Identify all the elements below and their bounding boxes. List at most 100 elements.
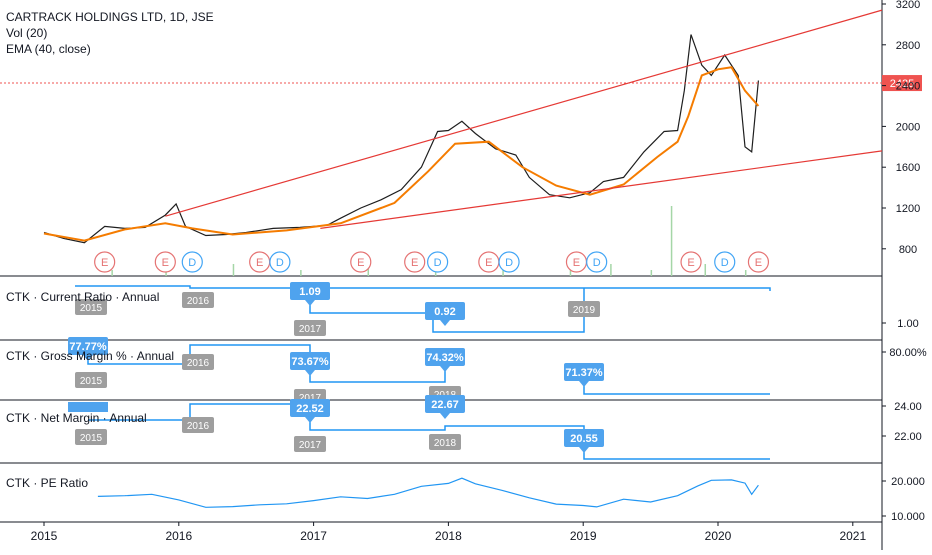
value-callout-label: 74.32% — [426, 352, 464, 364]
y-tick-label: 1200 — [896, 203, 920, 215]
y-tick-label: 2800 — [896, 40, 920, 52]
value-callout-label: 22.52 — [296, 403, 324, 415]
year-tag — [75, 372, 107, 388]
year-tag — [568, 301, 600, 317]
volume-bar — [569, 267, 572, 276]
volume-bar — [744, 270, 747, 276]
value-callout-label: 71.37% — [565, 367, 603, 379]
fundamentals-layer: 2015 2016 2017 2019 1.09 0.92 2015 2016 2017 2018… — [68, 282, 771, 460]
value-callout-pointer — [305, 417, 315, 423]
pe-ratio-pane-title: CTK · PE Ratio — [6, 476, 89, 490]
y-tick-label: 10.000 — [891, 511, 925, 523]
year-tag-label: 2015 — [80, 303, 103, 314]
x-tick-label: 2020 — [705, 529, 732, 543]
earnings-marker-label: E — [485, 257, 492, 269]
value-callout-label: 77.77% — [69, 341, 107, 353]
dividend-marker-label: D — [721, 257, 729, 269]
dividend-marker — [181, 251, 203, 273]
fundamental-step-line — [75, 285, 771, 291]
earnings-marker-label: E — [573, 257, 580, 269]
earnings-marker-label: E — [101, 257, 108, 269]
earnings-marker — [154, 251, 176, 273]
value-callout-label: 22.67 — [431, 399, 459, 411]
year-tag-label: 2018 — [434, 438, 457, 449]
fundamental-step-line — [583, 380, 770, 395]
volume-bar — [650, 270, 653, 276]
y-tick-label: 1.00 — [897, 318, 918, 330]
value-callout-label: 20.55 — [570, 433, 598, 445]
value-callout-pointer — [579, 447, 589, 453]
volume-bar — [300, 270, 302, 276]
x-tick-label: 2016 — [165, 529, 192, 543]
year-tag — [294, 320, 326, 336]
trendline-1 — [165, 9, 883, 217]
dividend-marker — [498, 251, 520, 273]
dividend-marker — [714, 251, 736, 273]
trendline-layer — [165, 9, 883, 229]
value-callout-pointer — [579, 381, 589, 387]
y-tick-label: 22.00 — [894, 431, 922, 443]
value-callout — [425, 302, 465, 320]
value-callout — [564, 363, 604, 381]
value-callout — [290, 352, 330, 370]
earnings-marker — [404, 251, 426, 273]
value-callout-pointer — [83, 355, 93, 361]
year-tag — [429, 434, 461, 450]
volume-bar — [704, 264, 707, 276]
trendline-2 — [320, 150, 883, 229]
y-tick-label: 80.00% — [889, 347, 927, 359]
year-tag — [182, 417, 214, 433]
ema-legend: EMA (40, close) — [6, 42, 91, 56]
year-tag-label: 2016 — [187, 421, 210, 432]
pe-ratio-layer — [97, 477, 759, 508]
value-callout-label: 1.09 — [299, 286, 320, 298]
volume-bar — [111, 270, 113, 276]
volume-bar — [232, 264, 235, 276]
earnings-marker-label: E — [256, 257, 263, 269]
pe-ratio-line — [97, 477, 759, 508]
dividend-marker-label: D — [434, 257, 442, 269]
price-badge-label: 2425 — [890, 78, 914, 90]
y-tick-label: 20.000 — [891, 476, 925, 488]
x-tick-label: 2017 — [300, 529, 327, 543]
dividend-marker-label: D — [276, 257, 284, 269]
current-ratio-pane-title: CTK · Current Ratio · Annual — [6, 290, 160, 304]
dividend-marker-label: D — [188, 257, 196, 269]
value-callout-pointer — [440, 413, 450, 419]
volume-legend: Vol (20) — [6, 26, 48, 40]
chart-title: CARTRACK HOLDINGS LTD, 1D, JSE — [6, 10, 214, 24]
earnings-marker-label: E — [357, 257, 364, 269]
axes-layer: 2425 800 1200 1600 2000 2400 2800 3200 1.00 80.00… — [31, 0, 927, 543]
year-tag-label: 2015 — [80, 433, 103, 444]
year-tag-label: 2017 — [299, 440, 322, 451]
volume-bar — [610, 264, 612, 276]
year-tag — [182, 354, 214, 370]
value-callout-label: 73.67% — [291, 356, 329, 368]
value-callout-pointer — [305, 370, 315, 376]
y-tick-label: 3200 — [896, 0, 920, 11]
y-tick-label: 2000 — [896, 121, 920, 133]
dividend-marker — [427, 251, 449, 273]
volume-bar — [670, 206, 673, 276]
value-callout-pointer — [440, 320, 450, 326]
ema-series-line — [43, 66, 760, 242]
value-callout-pointer — [440, 366, 450, 372]
value-callout-label: 0.92 — [434, 306, 455, 318]
dividend-marker — [586, 251, 608, 273]
value-callout — [290, 282, 330, 300]
value-callout-pointer — [305, 300, 315, 306]
earnings-marker-label: E — [755, 257, 762, 269]
year-tag — [182, 292, 214, 308]
value-callout — [68, 337, 108, 355]
year-tag-label: 2016 — [187, 296, 210, 307]
fundamental-step-line — [309, 288, 585, 333]
x-tick-label: 2015 — [31, 529, 58, 543]
year-tag-label: 2017 — [299, 324, 322, 335]
y-tick-label: 2400 — [896, 81, 920, 93]
volume-bar — [502, 270, 504, 276]
year-tag-label: 2015 — [80, 376, 103, 387]
value-callout — [564, 429, 604, 447]
value-callout-partial — [68, 402, 108, 412]
